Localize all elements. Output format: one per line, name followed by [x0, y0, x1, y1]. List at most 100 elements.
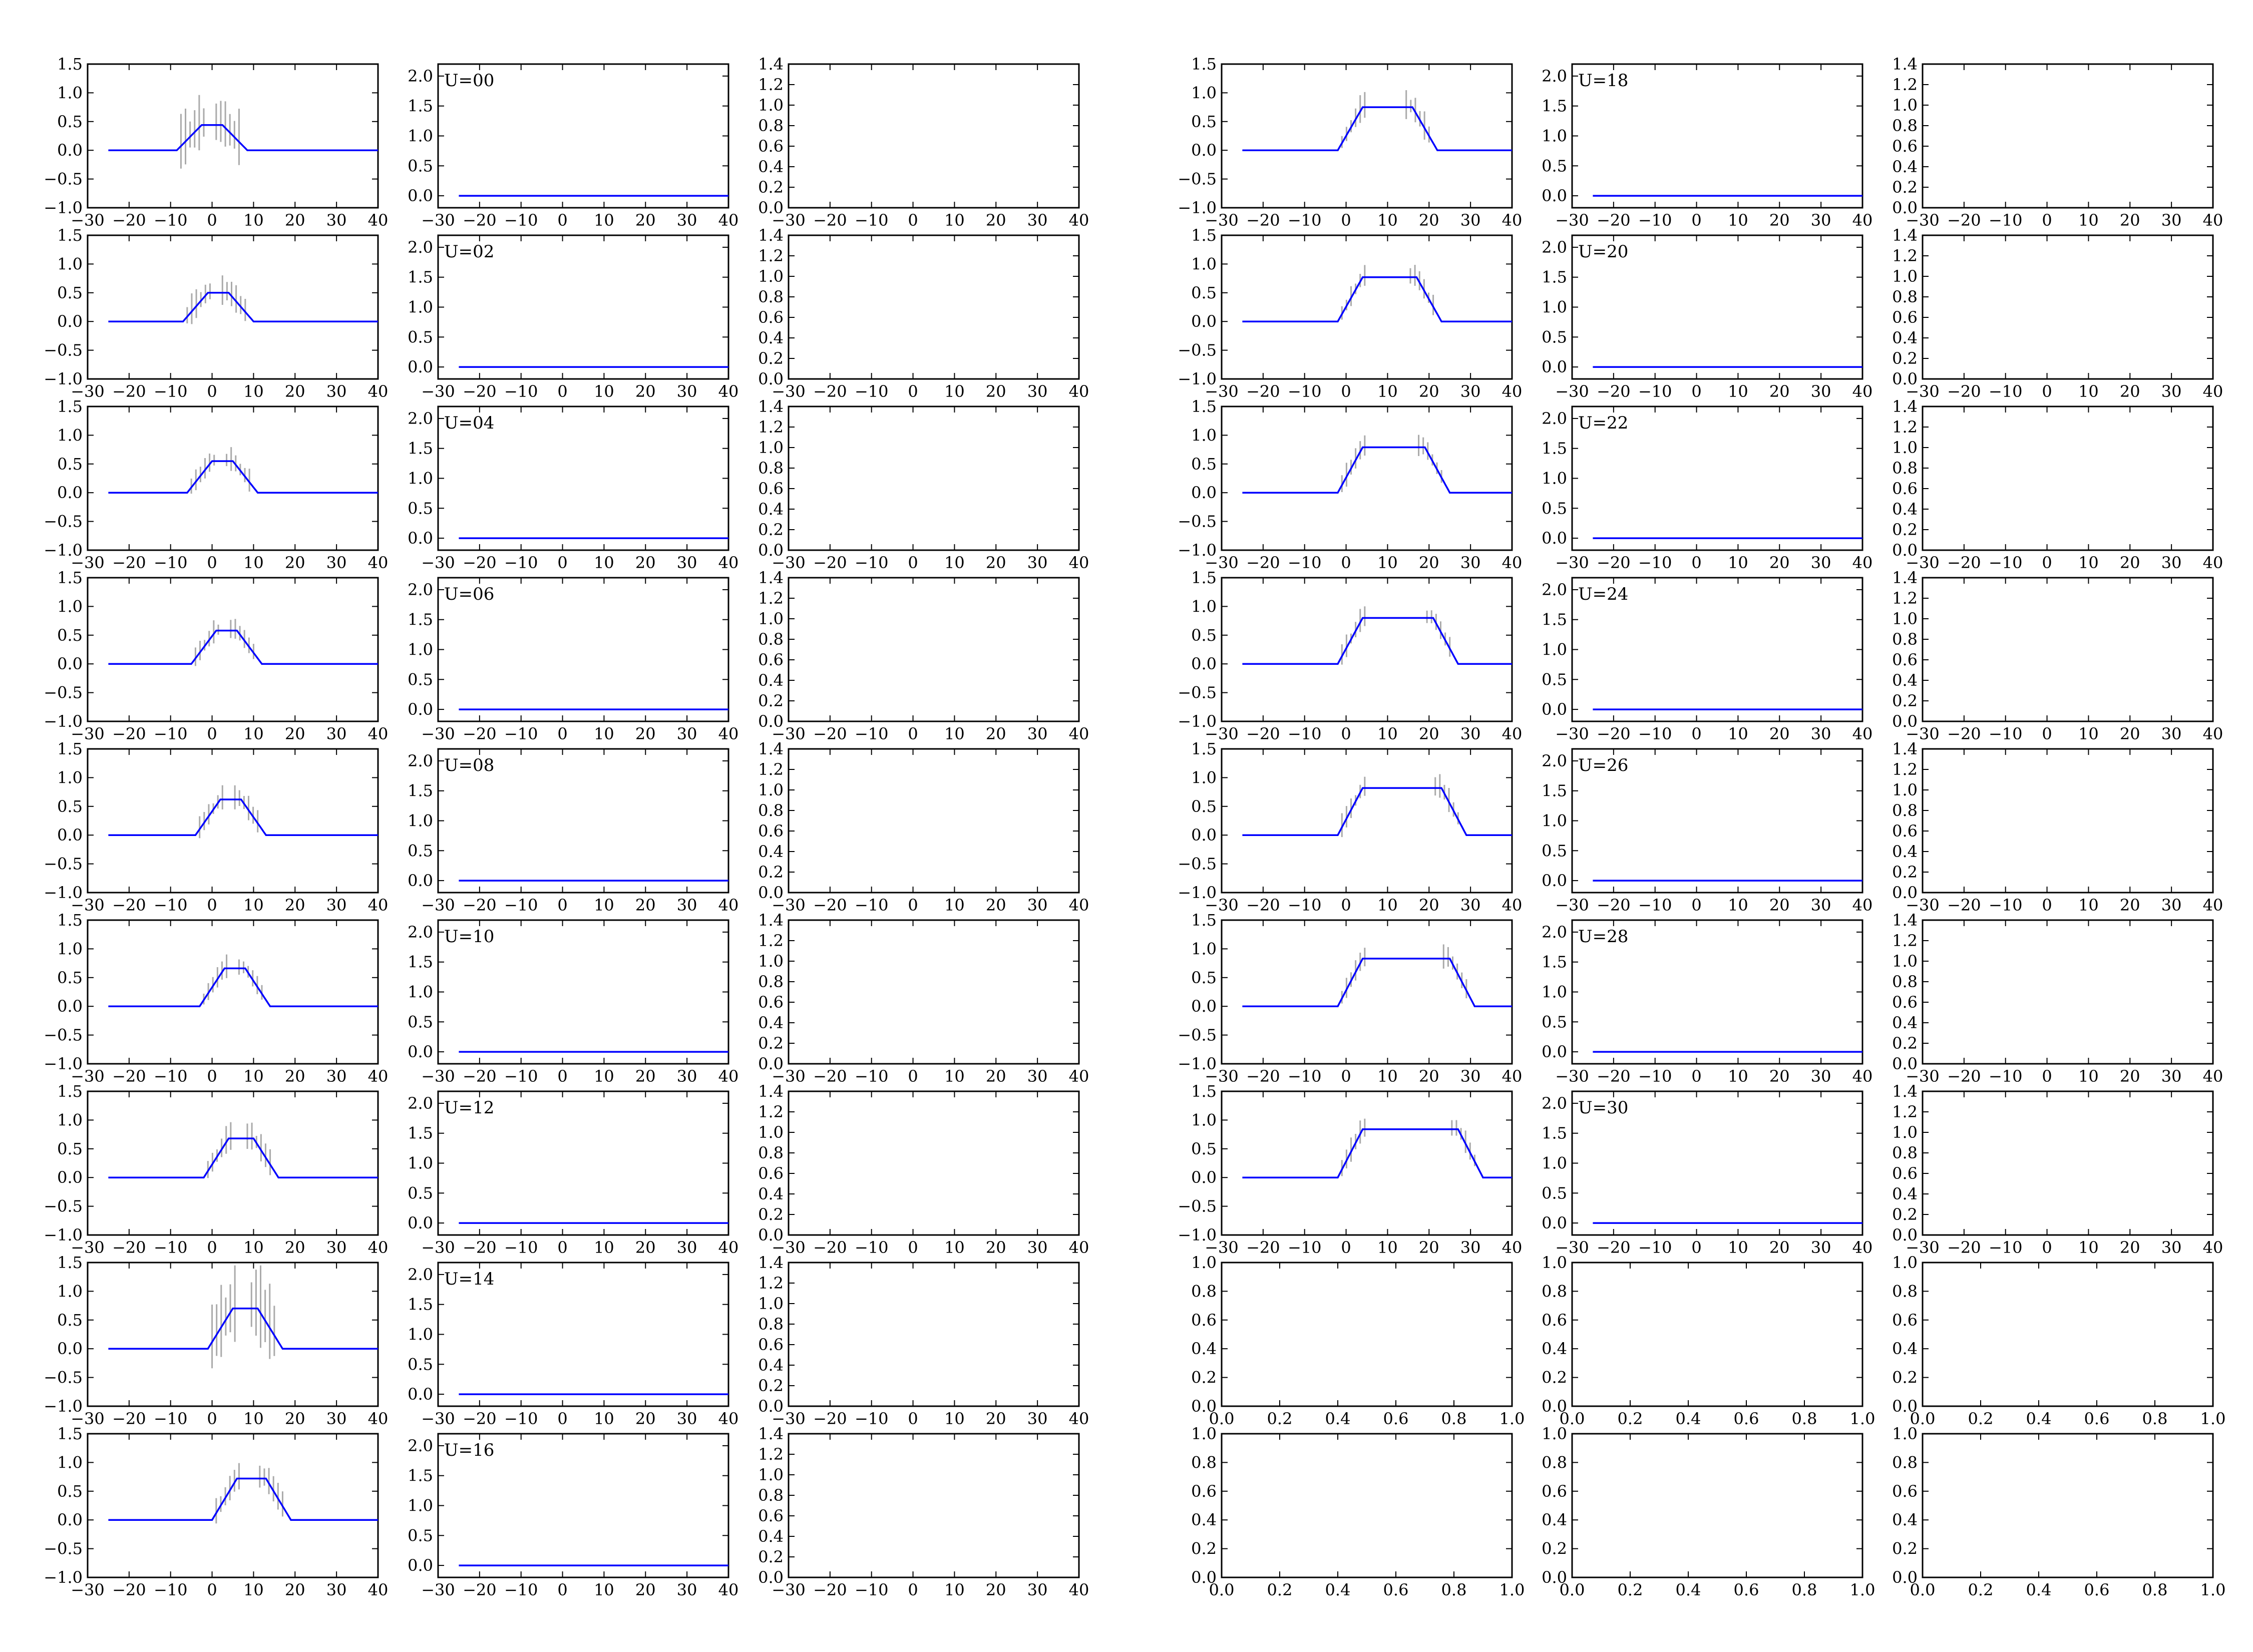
x-tick-label: 0 [207, 211, 217, 230]
y-tick-label: 0.5 [57, 626, 83, 645]
u-label: U=20 [1578, 242, 1628, 262]
y-tick-label: 0.2 [1542, 1539, 1567, 1558]
y-tick-label: 0.2 [758, 691, 784, 710]
x-tick-label: 0 [908, 1067, 918, 1086]
y-tick-label: 1.2 [1892, 418, 1918, 437]
x-tick-label: 30 [1460, 896, 1481, 915]
y-tick-label: 0.0 [758, 1054, 784, 1073]
x-tick-label: 40 [368, 382, 389, 401]
y-tick-label: 1.0 [1892, 1253, 1918, 1272]
y-tick-label: 1.0 [1892, 267, 1918, 286]
y-tick-label: 0.0 [1892, 541, 1918, 560]
x-tick-label: 40 [368, 1067, 389, 1086]
x-tick-label: 0.8 [2142, 1580, 2168, 1599]
y-tick-label: 0.0 [408, 700, 433, 719]
y-tick-label: 1.2 [758, 931, 784, 950]
x-tick-label: 0.8 [1441, 1580, 1467, 1599]
y-tick-label: 1.2 [758, 760, 784, 779]
empty-panel: −30 −20 −10 0 10 20 30 400.00.20.40.60.81.01.21… [758, 739, 1089, 915]
x-tick-label: 0.6 [2084, 1580, 2110, 1599]
y-tick-label: 0.4 [758, 1527, 784, 1546]
x-tick-label: 20 [1419, 553, 1439, 572]
y-tick-label: 2.0 [408, 238, 433, 257]
x-tick-label: 0 [1691, 896, 1701, 915]
y-tick-label: 1.0 [758, 952, 784, 971]
y-tick-label: 0.5 [408, 1355, 433, 1374]
axes-frame [437, 405, 729, 551]
y-tick-label: 2.0 [1542, 580, 1567, 599]
x-tick-label: −10 [855, 553, 889, 572]
y-tick-label: 1.4 [1892, 568, 1918, 587]
x-tick-label: −10 [1989, 211, 2023, 230]
y-tick-label: 0.0 [1191, 997, 1217, 1016]
y-tick-label: 0.6 [758, 1506, 784, 1525]
y-tick-label: 0.8 [758, 1486, 784, 1505]
axes-frame [1922, 1262, 2214, 1407]
y-tick-label: 0.4 [758, 671, 784, 690]
x-tick-label: 20 [285, 1409, 305, 1428]
x-tick-label: 0.2 [1618, 1409, 1643, 1428]
x-tick-label: −20 [112, 1238, 146, 1257]
y-tick-label: 0.8 [1892, 1453, 1918, 1472]
level-panel: −30 −20 −10 0 10 20 30 40 0.0 0.5 1.0 1.5 2.0 U=14 [408, 1262, 738, 1428]
x-tick-label: 40 [1852, 211, 1873, 230]
axes-frame [437, 748, 729, 894]
x-tick-label: −30 [1555, 553, 1589, 572]
y-tick-label: 1.5 [57, 568, 83, 587]
y-tick-label: 0.2 [758, 520, 784, 539]
x-tick-label: 10 [944, 553, 965, 572]
x-tick-label: 0 [557, 1067, 567, 1086]
x-tick-label: 20 [986, 896, 1006, 915]
axes-frame [1571, 748, 1863, 894]
x-tick-label: 30 [1460, 382, 1481, 401]
y-tick-label: 1.5 [408, 97, 433, 116]
empty-panel: −30 −20 −10 0 10 20 30 400.00.20.40.60.81.01.21… [1892, 226, 2223, 401]
x-tick-label: 0 [557, 553, 567, 572]
y-tick-label: 1.0 [57, 939, 83, 958]
x-tick-label: 20 [635, 1238, 656, 1257]
x-tick-label: −10 [504, 1067, 538, 1086]
x-tick-label: 20 [1419, 1067, 1439, 1086]
u-label: U=06 [444, 584, 494, 604]
y-tick-label: 1.0 [408, 298, 433, 317]
y-tick-label: −1.0 [44, 1397, 83, 1416]
y-tick-label: 1.0 [408, 1325, 433, 1344]
x-tick-label: 40 [1502, 1238, 1523, 1257]
x-tick-label: 10 [594, 382, 614, 401]
x-tick-label: 0 [1691, 724, 1701, 743]
x-tick-label: 30 [1027, 211, 1048, 230]
x-tick-label: −30 [71, 1067, 105, 1086]
empty-panel: −30 −20 −10 0 10 20 30 400.00.20.40.60.81.01.21… [758, 1253, 1089, 1428]
y-tick-label: 0.5 [408, 1183, 433, 1202]
y-tick-label: 0.6 [1892, 308, 1918, 327]
y-tick-label: −0.5 [44, 512, 83, 531]
u-label: U=28 [1578, 927, 1628, 947]
y-tick-label: 0.5 [1191, 797, 1217, 816]
x-tick-label: 20 [285, 1580, 305, 1599]
y-tick-label: 0.0 [57, 654, 83, 673]
axes-frame [87, 234, 379, 380]
x-tick-label: 10 [594, 724, 614, 743]
x-tick-label: 30 [2161, 1067, 2182, 1086]
x-tick-label: −30 [1205, 896, 1239, 915]
y-tick-label: 1.0 [1892, 96, 1918, 115]
y-tick-label: −0.5 [44, 1197, 83, 1216]
level-panel: −30 −20 −10 0 10 20 30 40 0.0 0.5 1.0 1.5 2.0 U=16 [408, 1433, 738, 1599]
y-tick-label: −1.0 [1178, 883, 1217, 902]
axes-frame [1922, 234, 2214, 380]
y-tick-label: −1.0 [1178, 198, 1217, 217]
y-tick-label: 0.2 [1892, 1034, 1918, 1053]
y-tick-label: 0.0 [1191, 483, 1217, 502]
y-tick-label: 1.4 [1892, 397, 1918, 416]
y-tick-label: 1.5 [408, 781, 433, 800]
x-tick-label: −10 [154, 553, 188, 572]
x-tick-label: −10 [1989, 1238, 2023, 1257]
y-tick-label: 1.2 [1892, 75, 1918, 94]
x-tick-label: 0 [908, 382, 918, 401]
y-tick-label: 1.0 [408, 640, 433, 659]
x-tick-label: 20 [1419, 724, 1439, 743]
y-tick-label: 0.5 [57, 1139, 83, 1158]
x-tick-label: 20 [635, 896, 656, 915]
y-tick-label: 1.0 [1191, 597, 1217, 616]
x-tick-label: −30 [421, 211, 455, 230]
